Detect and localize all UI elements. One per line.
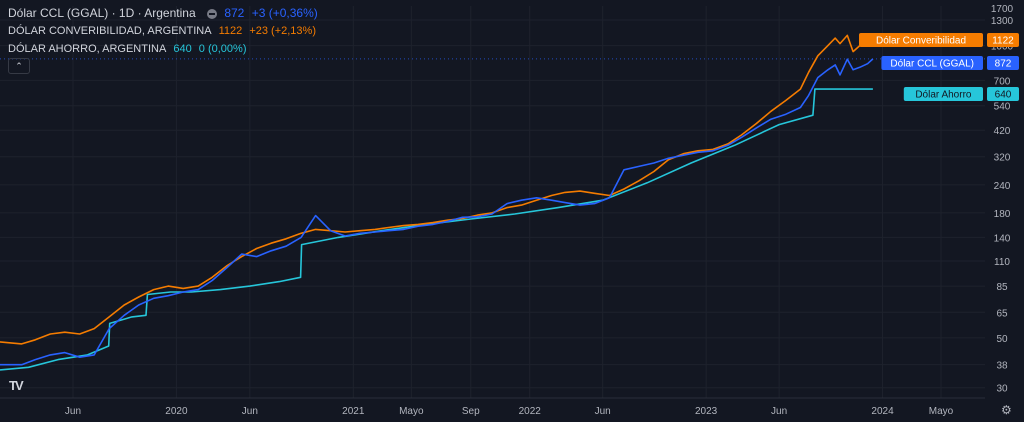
x-tick-label: Jun	[65, 406, 81, 417]
x-tick-label: Sep	[462, 406, 480, 417]
main-value: 872	[224, 6, 245, 20]
y-tick-label: 85	[996, 282, 1008, 293]
price-tag-label: 872	[995, 59, 1012, 70]
symbol-title: Dólar CCL (GGAL) · 1D · Argentina	[8, 6, 196, 20]
x-tick-label: 2021	[342, 406, 365, 417]
x-axis: Jun 2020 Jun 2021 Mayo Sep 2022 Jun 2023 Jun 2024 M…	[0, 397, 985, 417]
y-tick-label: 320	[994, 153, 1011, 164]
price-tag-label: 640	[995, 90, 1012, 101]
series-line-1	[0, 58, 874, 366]
y-tick-label: 140	[994, 233, 1011, 244]
y-tick-label: 180	[994, 209, 1011, 220]
series-name-tag	[859, 33, 983, 47]
legend-converibilidad[interactable]: DÓLAR CONVERIBILIDAD, ARGENTINA 1122 +23…	[8, 25, 320, 37]
y-tick-label: 38	[996, 361, 1008, 372]
ahorro-label: DÓLAR AHORRO, ARGENTINA	[8, 43, 167, 55]
chevron-up-icon[interactable]: ⌃	[8, 58, 30, 74]
y-tick-label: 420	[994, 126, 1011, 137]
series-name-tag	[903, 87, 983, 101]
x-tick-label: Jun	[242, 406, 258, 417]
conv-change: +23 (+2,13%)	[249, 25, 316, 37]
tradingview-logo-icon: TV	[9, 378, 24, 393]
legend-ahorro[interactable]: DÓLAR AHORRO, ARGENTINA 640 0 (0,00%)	[8, 43, 251, 55]
y-tick-label: 1300	[991, 16, 1014, 27]
x-tick-label: 2024	[871, 406, 894, 417]
ahorro-value: 640	[173, 43, 192, 55]
grid	[0, 6, 985, 398]
x-tick-label: 2020	[165, 406, 188, 417]
y-tick-label: 540	[994, 102, 1011, 113]
x-tick-label: Mayo	[929, 406, 954, 417]
y-tick-label: 110	[994, 257, 1010, 268]
y-axis: 30 38 50 65 85 110 140 180 240 320 420 540 700 1000 13…	[991, 4, 1014, 395]
series-name-label: Dólar Ahorro	[915, 90, 972, 101]
x-tick-label: Jun	[595, 406, 611, 417]
x-tick-label: 2022	[519, 406, 542, 417]
y-tick-label: 700	[994, 76, 1011, 87]
legend-main[interactable]: Dólar CCL (GGAL) · 1D · Argentina 872 +3…	[8, 6, 322, 20]
series-name-label: Dólar CCL (GGAL)	[890, 59, 974, 70]
price-tags: Dólar Converibilidad 1122 Dólar CCL (GGAL)…	[859, 33, 1019, 101]
y-tick-label: 1000	[991, 42, 1014, 53]
y-tick-label: 1700	[991, 4, 1014, 15]
ahorro-change: 0 (0,00%)	[198, 43, 247, 55]
price-tag-label: 1122	[992, 36, 1014, 47]
series-line-0	[0, 33, 874, 345]
series-name-label: Dólar Converibilidad	[876, 36, 966, 47]
y-tick-label: 50	[996, 334, 1008, 345]
price-tag	[987, 87, 1019, 101]
toggle-visibility-icon[interactable]	[206, 8, 217, 19]
y-tick-label: 240	[994, 181, 1011, 192]
x-tick-label: Jun	[771, 406, 787, 417]
x-tick-label: Mayo	[399, 406, 424, 417]
y-tick-label: 65	[996, 308, 1008, 319]
gear-icon[interactable]: ⚙	[1001, 403, 1012, 417]
y-tick-label: 30	[996, 384, 1008, 395]
price-tag	[987, 33, 1019, 47]
main-change: +3 (+0,36%)	[251, 6, 318, 20]
conv-label: DÓLAR CONVERIBILIDAD, ARGENTINA	[8, 25, 212, 37]
series-lines	[0, 33, 874, 371]
price-tag	[987, 56, 1019, 70]
series-name-tag	[881, 56, 983, 70]
conv-value: 1122	[218, 25, 243, 37]
x-tick-label: 2023	[695, 406, 718, 417]
series-line-2	[0, 88, 873, 371]
